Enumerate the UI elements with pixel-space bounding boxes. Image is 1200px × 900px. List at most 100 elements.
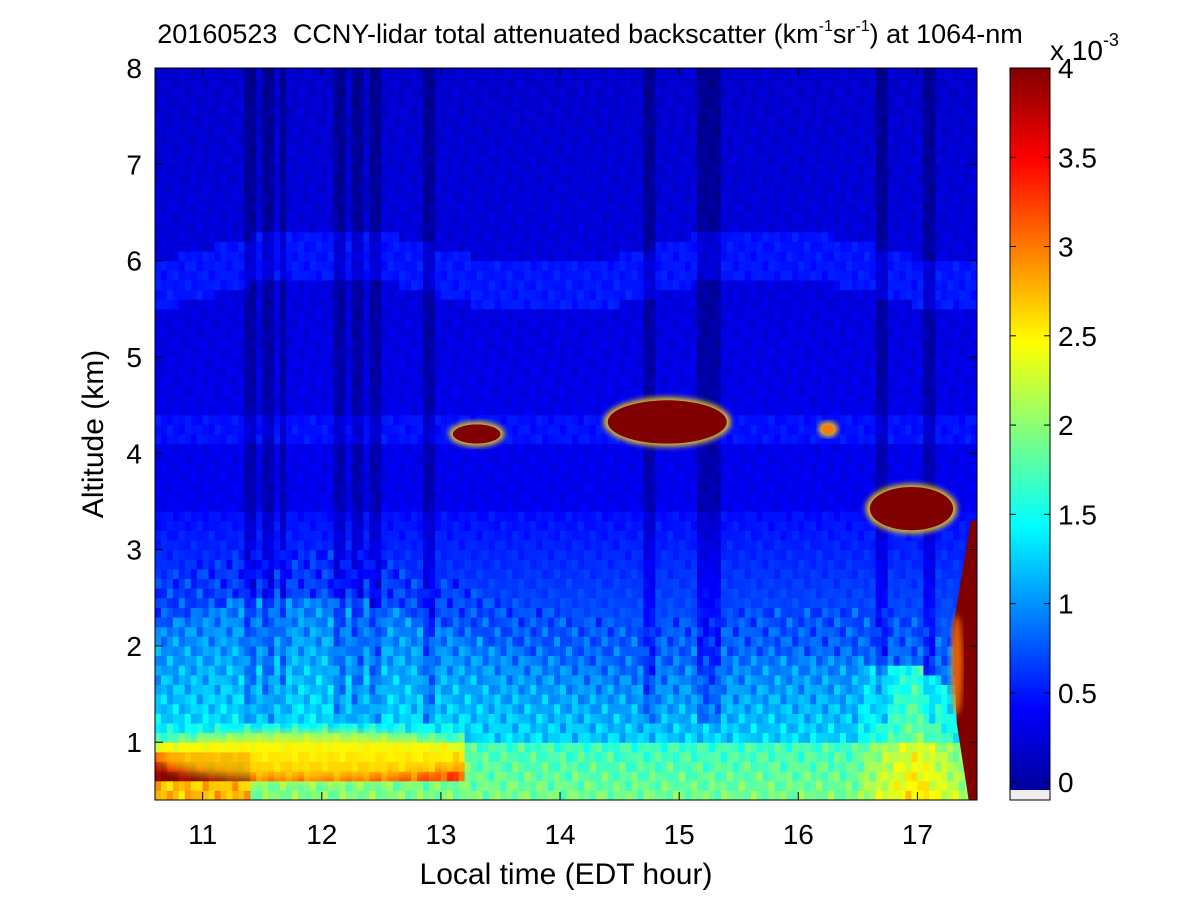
heatmap-cell (393, 222, 400, 233)
heatmap-cell (303, 424, 311, 435)
heatmap-cell (315, 539, 323, 551)
heatmap-cell (452, 665, 460, 676)
heatmap-cell (476, 751, 484, 762)
heatmap-cell (423, 694, 430, 705)
heatmap-cell (315, 96, 323, 108)
heatmap-cell (172, 308, 180, 319)
heatmap-cell (274, 183, 281, 194)
heatmap-cell (172, 694, 180, 705)
heatmap-cell (208, 106, 216, 117)
heatmap-cell (405, 703, 412, 714)
heatmap-cell (184, 260, 192, 271)
heatmap-cell (393, 77, 400, 88)
heatmap-cell (339, 453, 347, 464)
heatmap-cell (417, 125, 424, 136)
heatmap-cell (387, 453, 394, 464)
heatmap-cell (339, 87, 347, 98)
heatmap-cell (208, 68, 216, 79)
heatmap-cell (494, 193, 502, 204)
heatmap-cell (363, 202, 371, 213)
heatmap-cell (417, 434, 424, 445)
heatmap-cell (387, 405, 394, 416)
heatmap-cell (155, 173, 162, 185)
heatmap-cell (518, 414, 525, 425)
heatmap-cell (208, 703, 216, 714)
heatmap-cell (172, 96, 180, 108)
heatmap-cell (440, 337, 448, 348)
heatmap-cell (232, 645, 239, 657)
heatmap-cell (292, 414, 299, 425)
heatmap-cell (339, 684, 347, 695)
heatmap-cell (232, 597, 239, 608)
heatmap-cell (476, 703, 484, 714)
heatmap-cell (309, 318, 317, 329)
heatmap-cell (238, 511, 245, 522)
heatmap-cell (321, 424, 329, 435)
heatmap-cell (423, 251, 430, 262)
heatmap-cell (309, 674, 317, 685)
heatmap-cell (190, 125, 198, 136)
heatmap-cell (387, 96, 394, 108)
heatmap-cell (423, 520, 430, 531)
heatmap-cell (208, 655, 216, 666)
heatmap-cell (429, 96, 436, 108)
heatmap-cell (357, 164, 365, 175)
heatmap-cell (256, 135, 263, 146)
heatmap-cell (506, 617, 513, 628)
heatmap-cell (190, 87, 198, 98)
heatmap-cell (161, 414, 168, 425)
heatmap-cell (464, 145, 472, 156)
heatmap-cell (208, 135, 216, 146)
heatmap-cell (446, 77, 454, 88)
heatmap-cell (363, 597, 371, 608)
heatmap-cell (274, 549, 281, 560)
heatmap-cell (298, 318, 305, 329)
heatmap-cell (208, 145, 216, 156)
heatmap-cell (214, 173, 222, 185)
heatmap-cell (500, 68, 508, 79)
heatmap-cell (208, 318, 216, 329)
heatmap-cell (315, 202, 323, 213)
heatmap-cell (494, 568, 502, 579)
heatmap-cell (470, 501, 478, 512)
heatmap-cell (393, 645, 400, 657)
heatmap-cell (536, 193, 543, 204)
heatmap-cell (190, 713, 198, 724)
heatmap-cell (238, 347, 245, 358)
heatmap-cell (506, 462, 513, 474)
heatmap-cell (518, 607, 525, 618)
heatmap-cell (161, 520, 168, 531)
heatmap-cell (303, 251, 311, 262)
heatmap-cell (178, 366, 186, 377)
heatmap-cell (155, 77, 162, 88)
heatmap-cell (155, 607, 162, 618)
heatmap-cell (298, 414, 305, 425)
heatmap-cell (190, 347, 198, 358)
heatmap-cell (184, 193, 192, 204)
heatmap-cell (339, 251, 347, 262)
heatmap-cell (452, 279, 460, 291)
heatmap-cell (393, 694, 400, 705)
heatmap-cell (482, 462, 490, 474)
heatmap-cell (202, 328, 210, 339)
heatmap-cell (363, 780, 371, 791)
heatmap-cell (435, 116, 442, 127)
heatmap-cell (184, 713, 192, 724)
heatmap-cell (298, 790, 305, 800)
heatmap-cell (172, 520, 180, 531)
heatmap-cell (500, 183, 508, 194)
heatmap-cell (542, 636, 549, 647)
heatmap-cell (446, 790, 454, 800)
heatmap-cell (274, 443, 281, 454)
heatmap-cell (476, 414, 484, 425)
heatmap-cell (166, 617, 174, 628)
heatmap-cell (512, 347, 519, 358)
heatmap-cell (375, 347, 382, 358)
heatmap-cell (411, 106, 418, 117)
heatmap-cell (178, 260, 186, 271)
heatmap-cell (250, 125, 257, 136)
heatmap-cell (268, 617, 275, 628)
heatmap-cell (327, 202, 335, 213)
heatmap-cell (429, 241, 436, 252)
heatmap-cell (339, 68, 347, 79)
